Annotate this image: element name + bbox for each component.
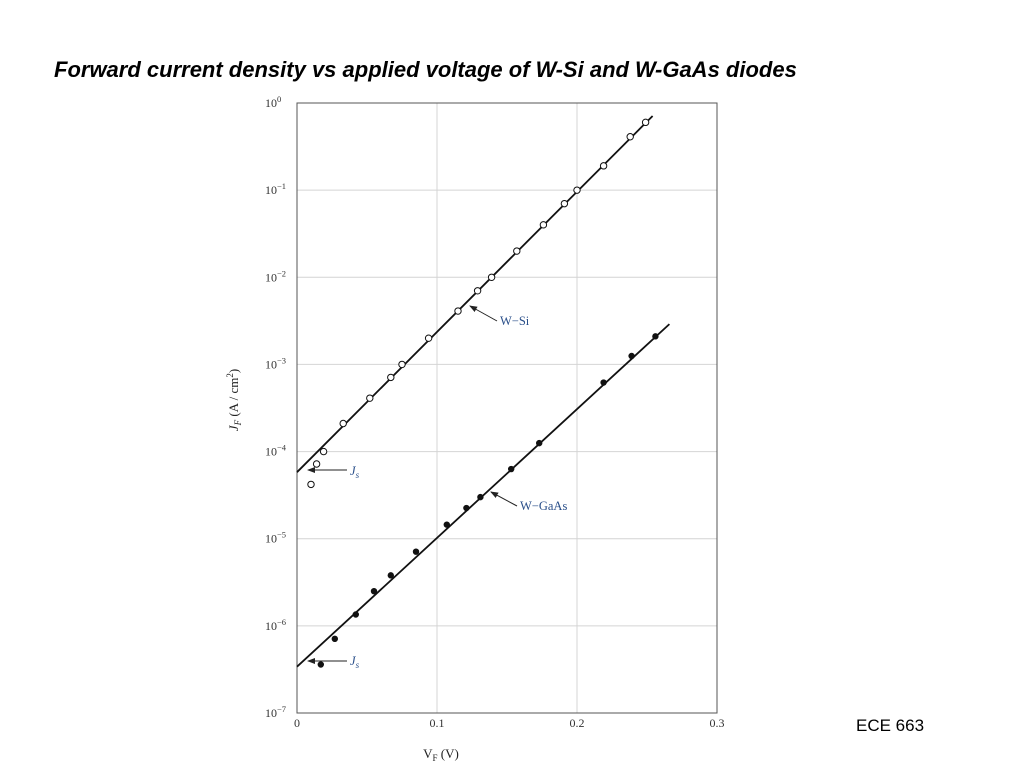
w-gaas-data-point [412,548,420,555]
x-axis-title-main: V [423,746,433,761]
w-si-data-point [487,273,496,281]
w-si-data-point [573,186,581,194]
annotations: W−Si W−GaAs Js Js [307,305,567,670]
y-tick-label: 10−6 [265,617,286,633]
y-tick-label: 10−4 [265,443,287,459]
x-tick-label: 0 [294,716,300,730]
w-si-data-point [312,460,321,468]
slide-title: Forward current density vs applied volta… [54,57,797,82]
plot-frame [296,102,718,714]
w-si-data-point [626,133,634,141]
w-gaas-data-point [652,333,659,340]
w-gaas-data-point [352,611,359,618]
y-tick-label: 10−3 [265,355,286,371]
w-si-data-point [319,447,328,456]
y-axis-title-unit-sup: 2 [225,373,235,378]
w-gaas-data-point [317,661,324,668]
x-tick-label: 0.2 [570,716,585,730]
label-w-si-arrow [469,305,498,322]
x-axis-title: VF (V) [423,746,459,763]
w-si-data-point [454,307,462,315]
y-axis-title-unit-post: ) [226,369,241,373]
data-points [307,118,659,668]
label-js-gaas: Js [350,654,360,670]
w-gaas-data-point [535,439,543,447]
w-si-data-point [339,419,347,428]
w-si-data-point [307,480,315,489]
w-gaas-data-point [463,504,470,512]
x-tick-label: 0.3 [710,716,725,730]
w-gaas-data-point [370,587,378,595]
w-si-data-point [641,118,650,127]
w-si-data-point [398,360,406,369]
w-si-data-point [387,373,395,382]
w-gaas-data-point [387,572,394,579]
w-gaas-data-point [508,465,515,473]
w-si-data-point [560,199,569,208]
y-axis-title: JF (A / cm2) [225,369,243,431]
w-si-data-point [366,394,374,402]
w-gaas-data-point [443,521,450,528]
y-tick-label: 10−7 [265,704,286,720]
y-axis-title-main: J [226,424,241,431]
x-axis-title-sub: F [433,753,438,763]
axis-ticks: 0 0.1 0.2 0.3 100 10−1 10−2 10−3 10−4 10−5 10−6 10−… [265,94,725,730]
w-gaas-data-point [477,493,484,501]
y-tick-label: 10−1 [265,181,286,197]
y-tick-label: 10−2 [265,268,286,284]
footer-label: ECE 663 [856,716,925,735]
y-tick-label: 100 [265,94,281,110]
x-axis-title-unit: (V) [438,746,459,761]
label-w-gaas: W−GaAs [520,499,567,513]
label-w-gaas-arrow [490,491,518,507]
w-gaas-data-point [331,635,338,643]
w-si-data-point [513,247,521,255]
w-si-data-point [424,334,433,342]
y-tick-label: 10−5 [265,530,286,546]
label-w-si: W−Si [500,314,530,328]
x-tick-label: 0.1 [430,716,445,730]
fit-line-w-si [296,115,654,473]
w-gaas-data-point [628,352,635,360]
label-js-si: Js [350,464,360,480]
y-axis-title-sub: F [233,419,243,426]
w-si-data-point [599,162,608,170]
fit-lines [296,115,671,668]
w-gaas-data-point [600,379,607,386]
w-si-data-point [473,287,482,295]
y-axis-title-unit-pre: (A / cm [226,378,241,420]
fit-line-w-gaas [296,323,671,668]
w-si-data-point [539,221,548,229]
